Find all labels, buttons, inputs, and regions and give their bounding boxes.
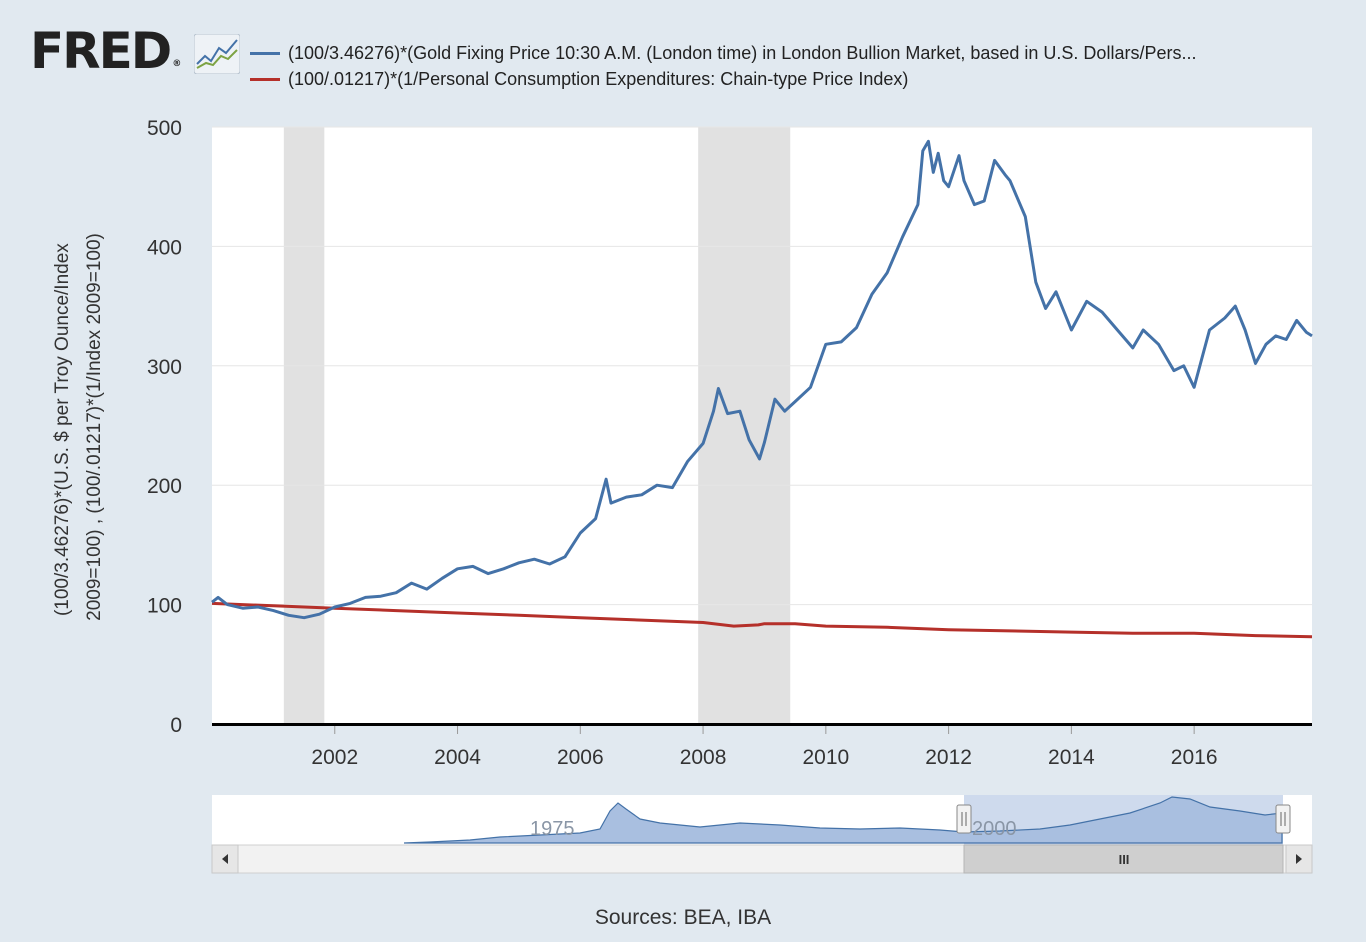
y-tick-label-300: 300 xyxy=(147,356,182,379)
x-tick-label-2002: 2002 xyxy=(311,746,358,769)
x-tick-label-2010: 2010 xyxy=(802,746,849,769)
fred-logo[interactable]: FRED ® xyxy=(30,26,181,89)
y-tick-label-500: 500 xyxy=(147,117,182,140)
legend-swatch-gold xyxy=(250,51,280,55)
y-tick-label-200: 200 xyxy=(147,475,182,498)
legend-swatch-pce xyxy=(250,77,280,81)
recession-band-0 xyxy=(283,127,325,724)
sources-note: Sources: BEA, IBA xyxy=(594,906,772,929)
y-tick-label-0: 0 xyxy=(170,714,182,737)
series-line-gold xyxy=(211,139,1313,620)
navigator-series xyxy=(403,796,1283,844)
grip-icon: III xyxy=(1119,852,1130,867)
registered-mark: ® xyxy=(172,59,182,69)
x-tick-label-2016: 2016 xyxy=(1171,746,1218,769)
legend-item-pce[interactable]: (100/.01217)*(1/Personal Consumption Exp… xyxy=(250,66,908,92)
legend-item-gold[interactable]: (100/3.46276)*(Gold Fixing Price 10:30 A… xyxy=(250,40,1196,66)
legend-label-gold: (100/3.46276)*(Gold Fixing Price 10:30 A… xyxy=(288,42,1197,63)
x-tick-label-2006: 2006 xyxy=(557,746,604,769)
navigator-handle-left[interactable] xyxy=(956,804,972,834)
arrow-right-icon xyxy=(1296,854,1302,864)
x-tick-label-2014: 2014 xyxy=(1048,746,1095,769)
navigator-label-2000: 2000 xyxy=(972,818,1017,840)
navigator[interactable]: 1975 2000 xyxy=(212,795,1312,845)
legend-label-pce: (100/.01217)*(1/Personal Consumption Exp… xyxy=(288,68,909,89)
scrollbar[interactable]: III xyxy=(211,844,1313,874)
arrow-left-icon xyxy=(222,854,228,864)
x-tick-label-2004: 2004 xyxy=(434,746,481,769)
x-tick-label-2012: 2012 xyxy=(925,746,972,769)
y-tick-label-100: 100 xyxy=(147,595,182,618)
logo-text: FRED xyxy=(30,22,172,80)
navigator-label-1975: 1975 xyxy=(530,818,575,840)
series-line-pce xyxy=(211,601,1313,639)
scrollbar-thumb[interactable] xyxy=(963,844,1284,874)
y-tick-label-400: 400 xyxy=(147,236,182,259)
y-axis-label: (100/3.46276)*(U.S. $ per Troy Ounce/Ind… xyxy=(52,233,105,621)
line-graph-icon xyxy=(194,34,240,74)
chart: 0 100 200 300 400 500 2002 2004 2006 2008 2010 201… xyxy=(52,117,1313,874)
x-tick-label-2008: 2008 xyxy=(680,746,727,769)
navigator-handle-right[interactable] xyxy=(1275,804,1291,834)
